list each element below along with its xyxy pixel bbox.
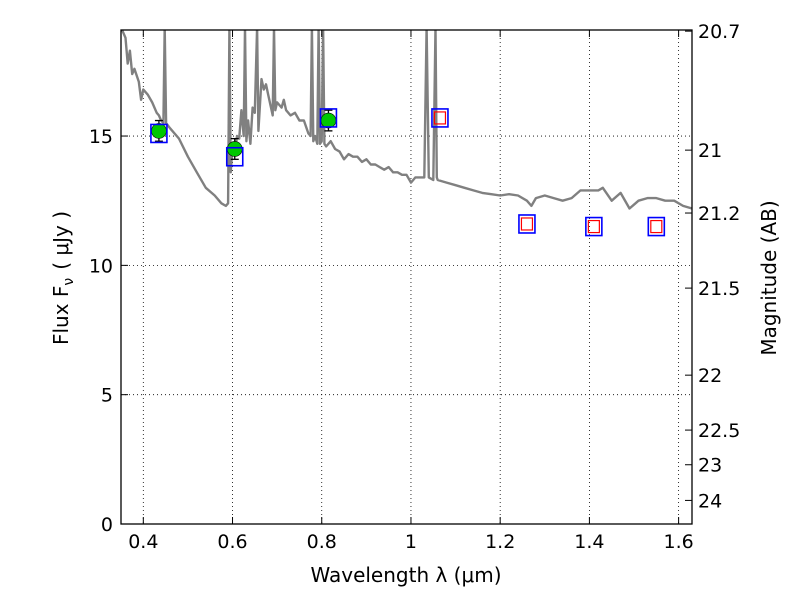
photometry-layer: [150, 108, 666, 237]
y2-tick-label: 23: [698, 455, 722, 477]
model-flux-marker: [647, 216, 666, 237]
upper-limit-marker: [433, 111, 447, 125]
x-axis-label: Wavelength λ (μm): [310, 563, 501, 587]
y-axis-label-sub: ν: [61, 278, 77, 286]
y2-tick-label: 22.5: [698, 420, 740, 442]
observed-flux-point: [226, 141, 243, 157]
y2-tick-label: 24: [698, 490, 722, 512]
model-flux-marker: [225, 146, 244, 167]
model-spectrum-layer: [121, 30, 692, 210]
x-tick-label: 1: [405, 531, 417, 553]
y2-tick-label: 21.2: [698, 203, 740, 225]
model-flux-marker: [585, 216, 603, 237]
y2-tick-label: 20.7: [698, 21, 740, 43]
x-tick-label: 1.4: [574, 531, 604, 553]
x-tick-label: 0.8: [307, 531, 337, 553]
x-tick-label: 0.6: [217, 531, 247, 553]
x-tick-label: 1.2: [485, 531, 515, 553]
model-flux-marker: [518, 214, 536, 234]
observed-flux-point: [151, 123, 167, 139]
model-flux-marker: [150, 123, 168, 144]
y-axis-label: Flux Fν ( μJy ): [49, 211, 77, 345]
x-tick-label: 0.4: [128, 531, 158, 553]
model-flux-marker: [319, 108, 338, 128]
y-axis-label-main: Flux F: [49, 286, 73, 345]
svg-text:Flux Fν( μJy ): Flux Fν ( μJy ): [49, 211, 77, 345]
y-tick-label: 10: [89, 255, 113, 277]
y2-tick-label: 22: [698, 365, 722, 387]
y-tick-label: 0: [101, 514, 113, 536]
plot-frame: [120, 29, 693, 525]
upper-limit-marker: [587, 219, 600, 234]
model-spectrum-line: [121, 30, 692, 210]
tick-layer: 0.4 0.6 0.8 1 1.2 1.4 1.6 0 5 10 15 20.7 21 21.2 21.5 2…: [89, 21, 741, 553]
y2-axis-label: Magnitude (AB): [757, 200, 781, 355]
y-tick-label: 15: [89, 126, 113, 148]
grid-layer: [121, 30, 692, 525]
y2-tick-label: 21.5: [698, 278, 740, 300]
upper-limit-marker: [520, 217, 534, 231]
y-axis-label-unit: ( μJy ): [49, 211, 73, 270]
upper-limit-marker: [650, 219, 663, 234]
y2-tick-label: 21: [698, 140, 722, 162]
observed-flux-point: [320, 112, 337, 129]
x-tick-label: 1.6: [664, 531, 694, 553]
model-flux-marker: [431, 108, 449, 128]
y-tick-label: 5: [101, 385, 113, 407]
